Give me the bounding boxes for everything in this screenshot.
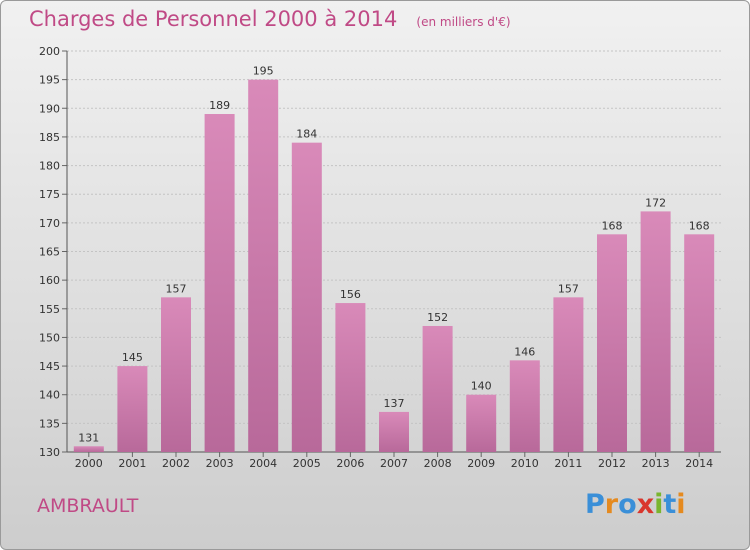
bar xyxy=(335,303,366,452)
data-label: 137 xyxy=(384,397,405,410)
data-label: 189 xyxy=(209,99,230,112)
chart-title: Charges de Personnel 2000 à 2014 xyxy=(29,7,398,31)
data-label: 195 xyxy=(253,65,274,78)
x-tick-label: 2014 xyxy=(685,457,713,470)
proxiti-logo: Proxiti xyxy=(585,489,686,520)
y-tick-label: 195 xyxy=(39,74,60,87)
bar xyxy=(684,234,715,452)
logo-letter: i xyxy=(654,489,664,520)
x-tick-label: 2013 xyxy=(642,457,670,470)
data-label: 157 xyxy=(558,282,579,295)
data-label: 131 xyxy=(78,431,99,444)
bar xyxy=(204,114,235,452)
data-label: 184 xyxy=(296,128,317,141)
x-tick-label: 2010 xyxy=(511,457,539,470)
data-label: 156 xyxy=(340,288,361,301)
y-tick-label: 200 xyxy=(39,45,60,58)
data-label: 145 xyxy=(122,351,143,364)
chart-header: Charges de Personnel 2000 à 2014 (en mil… xyxy=(29,7,511,31)
bar xyxy=(291,142,322,452)
place-name: AMBRAULT xyxy=(37,495,139,517)
x-tick-label: 2009 xyxy=(467,457,495,470)
logo-letter: x xyxy=(636,489,655,520)
x-tick-label: 2005 xyxy=(293,457,321,470)
y-tick-label: 150 xyxy=(39,331,60,344)
data-label: 146 xyxy=(514,345,535,358)
x-tick-label: 2001 xyxy=(118,457,146,470)
logo-letter: o xyxy=(618,489,637,520)
y-tick-label: 165 xyxy=(39,246,60,259)
y-tick-label: 190 xyxy=(39,102,60,115)
y-tick-label: 135 xyxy=(39,417,60,430)
data-label: 172 xyxy=(645,196,666,209)
data-label: 168 xyxy=(602,219,623,232)
y-tick-label: 155 xyxy=(39,303,60,316)
y-tick-label: 175 xyxy=(39,188,60,201)
chart-subtitle: (en milliers d'€) xyxy=(416,15,511,29)
y-tick-label: 130 xyxy=(39,446,60,459)
y-tick-label: 185 xyxy=(39,131,60,144)
bar xyxy=(248,79,279,453)
bar xyxy=(640,211,671,452)
x-tick-label: 2007 xyxy=(380,457,408,470)
x-tick-label: 2008 xyxy=(424,457,452,470)
x-tick-label: 2006 xyxy=(336,457,364,470)
logo-letter: t xyxy=(663,489,677,520)
bar xyxy=(422,325,453,452)
bar xyxy=(597,234,627,452)
bar xyxy=(117,366,148,452)
x-tick-label: 2002 xyxy=(162,457,190,470)
bar xyxy=(161,297,191,452)
data-label: 152 xyxy=(427,311,448,324)
x-tick-label: 2012 xyxy=(598,457,626,470)
x-tick-label: 2000 xyxy=(75,457,103,470)
x-tick-label: 2011 xyxy=(554,457,582,470)
x-tick-label: 2003 xyxy=(206,457,234,470)
data-label: 168 xyxy=(689,219,710,232)
y-tick-label: 160 xyxy=(39,274,60,287)
y-tick-label: 140 xyxy=(39,389,60,402)
logo-letter: i xyxy=(676,489,686,520)
y-tick-label: 170 xyxy=(39,217,60,230)
y-tick-label: 145 xyxy=(39,360,60,373)
logo-letter: r xyxy=(604,489,619,520)
data-label: 157 xyxy=(166,282,187,295)
bar xyxy=(553,297,584,452)
logo-letter: P xyxy=(585,489,605,520)
data-label: 140 xyxy=(471,380,492,393)
bar xyxy=(73,446,104,452)
bar xyxy=(379,411,409,452)
bar xyxy=(509,360,540,452)
y-tick-label: 180 xyxy=(39,160,60,173)
x-tick-label: 2004 xyxy=(249,457,277,470)
bar xyxy=(466,394,497,452)
